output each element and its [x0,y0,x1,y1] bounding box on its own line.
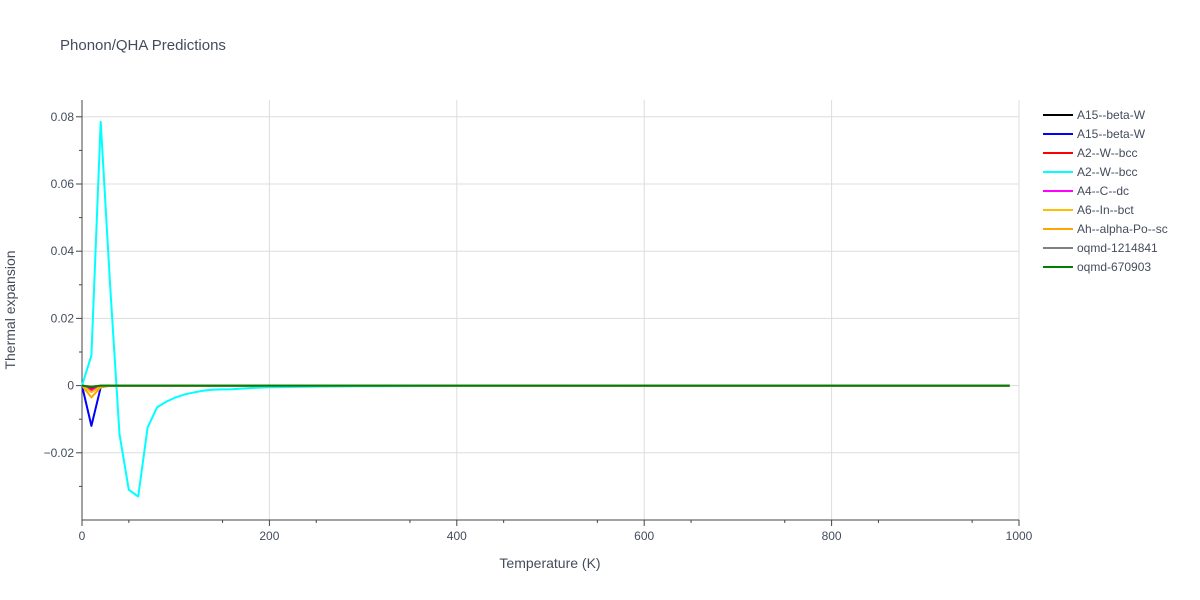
y-tick-label: 0.04 [51,244,75,258]
legend-label: A6--In--bct [1077,203,1134,217]
axes: 0 200 400 600 800 1000 −0.02 0 0.02 0.04 0.06 0.08 [44,100,1033,543]
y-axis-title: Thermal expansion [2,250,18,369]
y-tick-label: 0.06 [51,177,75,191]
legend-label: A4--C--dc [1077,184,1129,198]
x-tick-label: 800 [822,529,842,543]
series-line-8 [81,384,1010,388]
plot-area[interactable] [81,120,1010,498]
grid [82,100,1020,520]
x-tick-label: 1000 [1006,529,1033,543]
legend-label: Ah--alpha-Po--sc [1077,222,1168,236]
legend-label: oqmd-1214841 [1077,241,1158,255]
legend-label: A15--beta-W [1077,127,1146,141]
x-tick-label: 600 [634,529,654,543]
legend-label: A15--beta-W [1077,108,1146,122]
x-tick-label: 0 [79,529,86,543]
y-tick-label: 0.02 [51,311,75,325]
series-line-6 [81,384,1010,399]
series-line-3 [81,120,1010,498]
y-tick-label: 0.08 [51,110,75,124]
legend: A15--beta-W A15--beta-W A2--W--bcc A2--W--b… [1043,108,1168,274]
series-line-1 [81,384,1010,427]
legend-label: oqmd-670903 [1077,260,1151,274]
legend-label: A2--W--bcc [1077,146,1137,160]
x-tick-label: 400 [447,529,467,543]
chart-title: Phonon/QHA Predictions [60,37,226,54]
legend-label: A2--W--bcc [1077,165,1137,179]
y-tick-label: 0 [67,379,74,393]
x-axis-title: Temperature (K) [499,555,600,571]
x-tick-label: 200 [259,529,279,543]
y-tick-label: −0.02 [44,446,75,460]
